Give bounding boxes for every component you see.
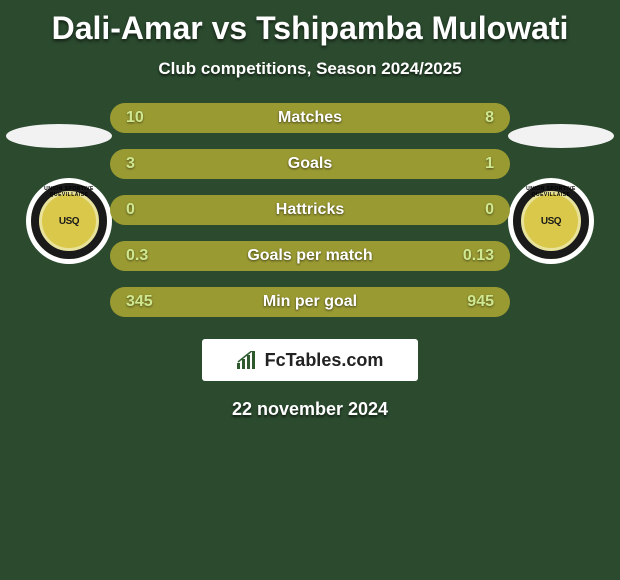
stat-left-value: 0.3	[126, 247, 148, 265]
stat-row: 3 Goals 1	[110, 149, 510, 179]
stat-right-value: 0.13	[463, 247, 494, 265]
page-title: Dali-Amar vs Tshipamba Mulowati	[0, 0, 620, 47]
brand-text: FcTables.com	[265, 350, 384, 371]
stat-left-value: 0	[126, 201, 135, 219]
stat-row: 0.3 Goals per match 0.13	[110, 241, 510, 271]
comparison-card: Dali-Amar vs Tshipamba Mulowati Club com…	[0, 0, 620, 580]
stat-row: 345 Min per goal 945	[110, 287, 510, 317]
stat-left-value: 3	[126, 155, 135, 173]
club-arc-text: UNION SPORTIVE QUEVILLAISE	[31, 186, 107, 198]
stat-right-value: 1	[485, 155, 494, 173]
player-left-flag	[6, 124, 112, 148]
stat-left-value: 345	[126, 293, 153, 311]
stat-row: 0 Hattricks 0	[110, 195, 510, 225]
stat-label: Goals per match	[247, 247, 372, 265]
chart-icon	[237, 351, 259, 369]
stat-label: Goals	[288, 155, 332, 173]
player-right-flag	[508, 124, 614, 148]
stat-right-value: 8	[485, 109, 494, 127]
player-left-club-badge: UNION SPORTIVE QUEVILLAISE USQ	[26, 178, 112, 264]
subtitle: Club competitions, Season 2024/2025	[0, 59, 620, 79]
stat-right-value: 0	[485, 201, 494, 219]
stat-label: Hattricks	[276, 201, 344, 219]
brand-badge: FcTables.com	[202, 339, 418, 381]
stat-right-value: 945	[467, 293, 494, 311]
stat-left-value: 10	[126, 109, 144, 127]
club-arc-text: UNION SPORTIVE QUEVILLAISE	[513, 186, 589, 198]
date-label: 22 november 2024	[0, 399, 620, 420]
player-right-club-badge: UNION SPORTIVE QUEVILLAISE USQ	[508, 178, 594, 264]
stat-label: Matches	[278, 109, 342, 127]
stat-row: 10 Matches 8	[110, 103, 510, 133]
stat-label: Min per goal	[263, 293, 357, 311]
